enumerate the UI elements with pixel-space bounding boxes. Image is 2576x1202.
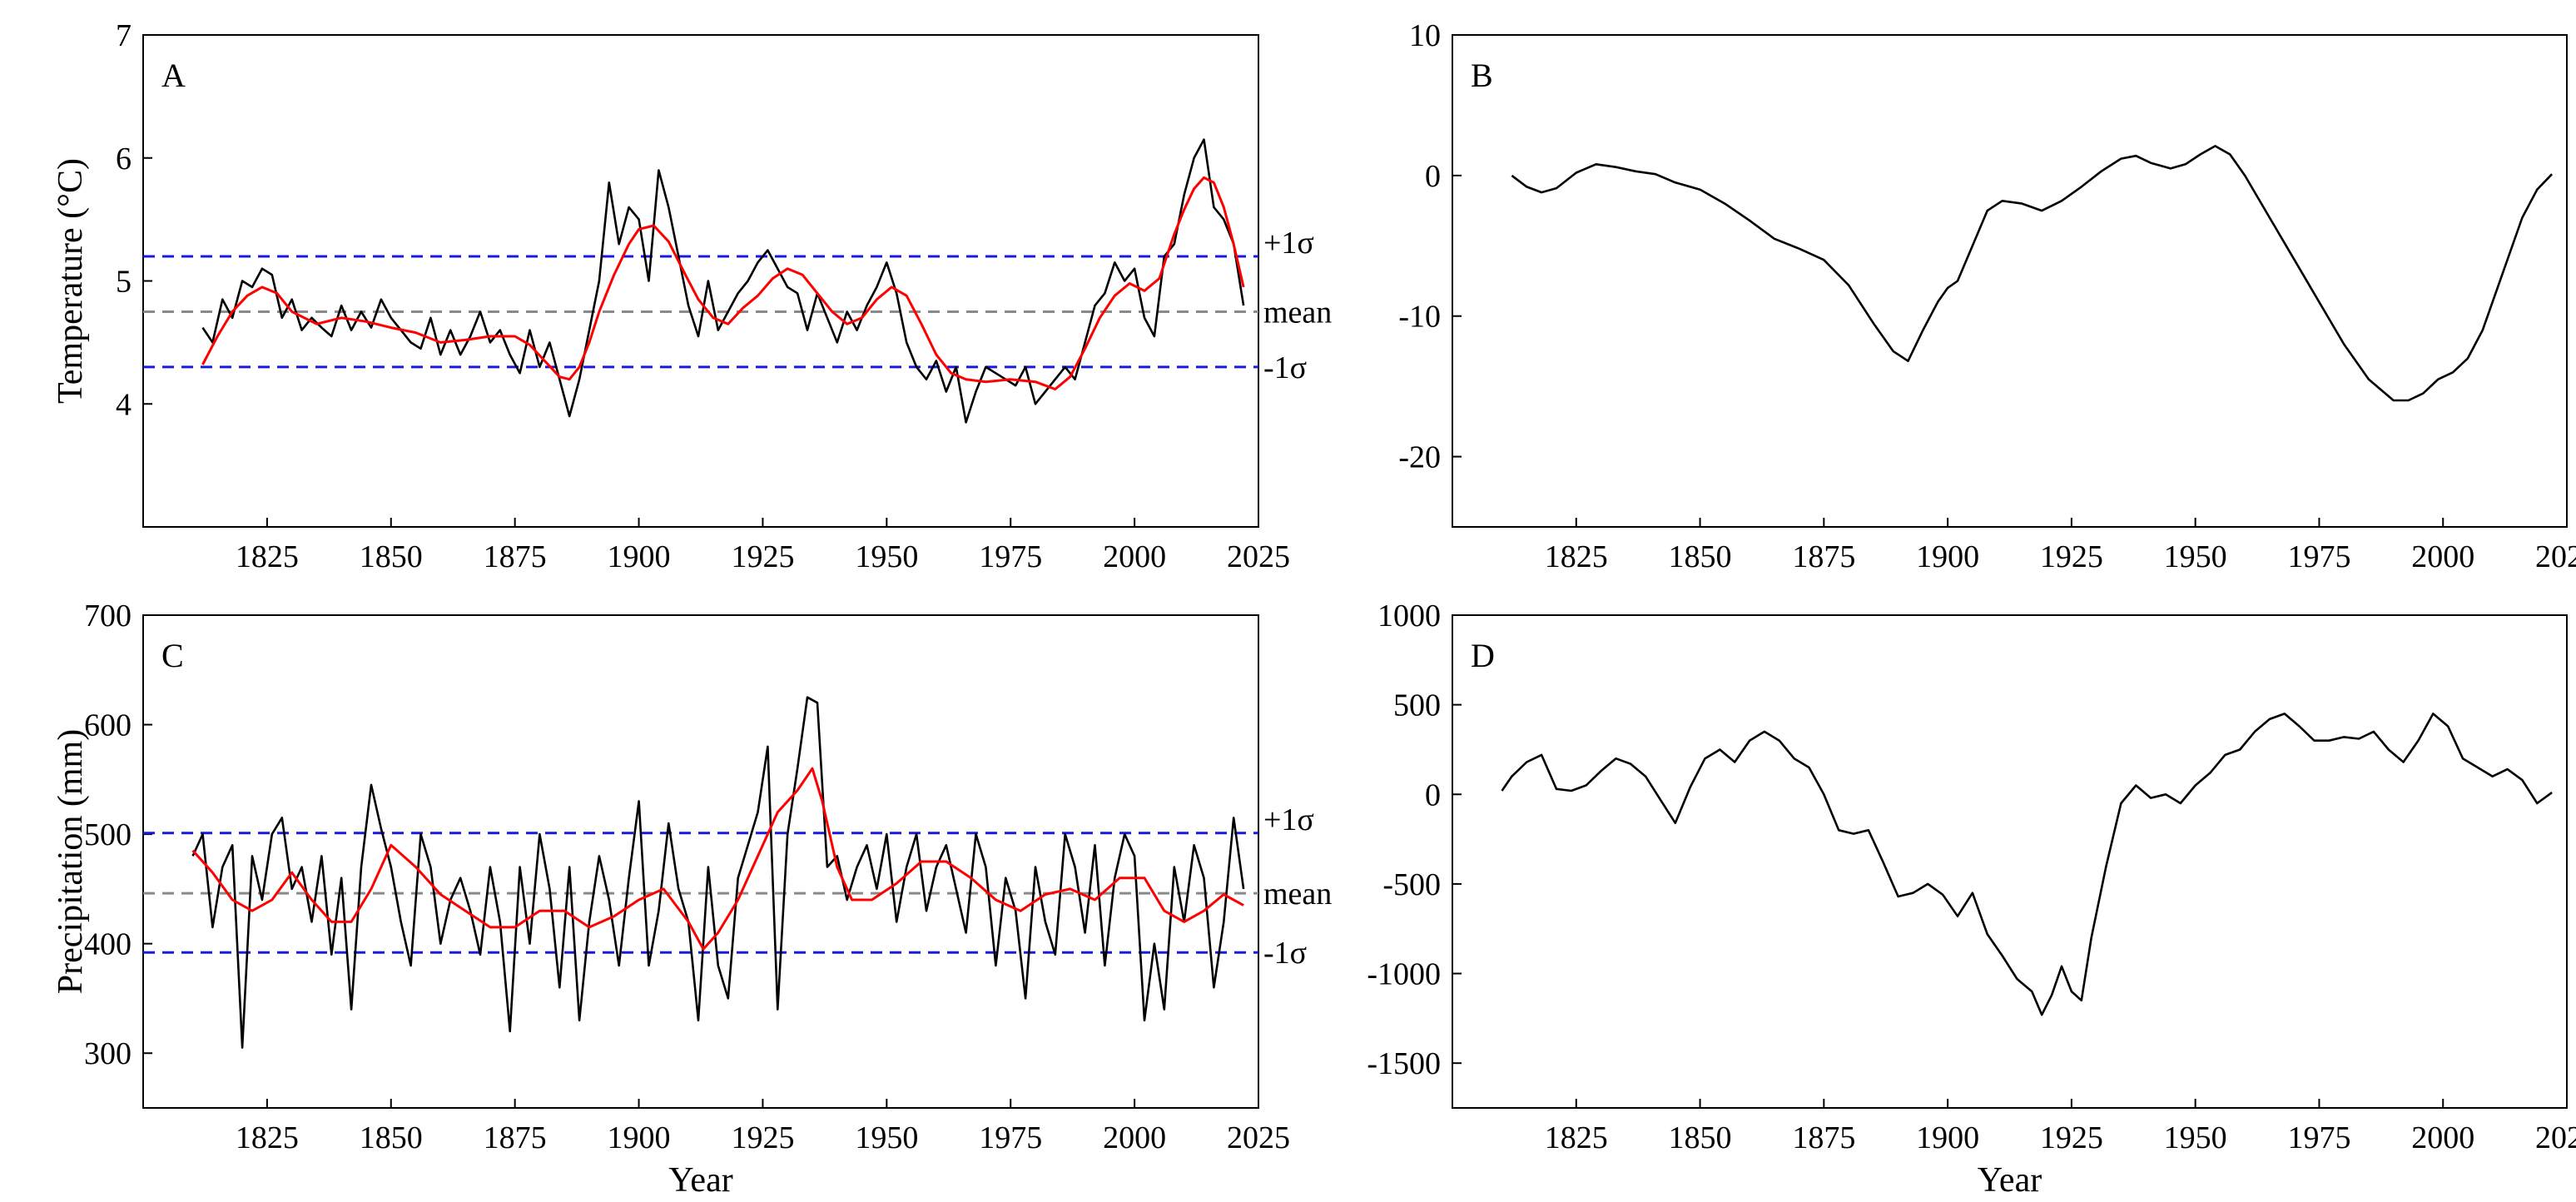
x-tick-label: 2000 xyxy=(1103,1120,1166,1155)
series-line-smoothed xyxy=(191,767,1244,951)
x-tick-label: 2025 xyxy=(2535,1120,2576,1155)
x-tick-label: 1850 xyxy=(1669,539,1732,574)
x-tick-label: 2000 xyxy=(2411,539,2474,574)
y-tick-label: -500 xyxy=(1382,867,1441,902)
x-tick-label: 1975 xyxy=(979,1120,1042,1155)
x-axis-label: Year xyxy=(1978,1161,2042,1200)
reference-line-label: mean xyxy=(1263,295,1332,330)
y-tick-label: 600 xyxy=(84,708,132,743)
x-tick-label: 1900 xyxy=(1916,1120,1979,1155)
panel-label: B xyxy=(1471,57,1493,94)
series-line-cumulative-anomaly xyxy=(1501,713,2553,1016)
x-tick-label: 1925 xyxy=(731,1120,794,1155)
panel-label: C xyxy=(161,637,184,674)
x-tick-label: 1950 xyxy=(855,1120,918,1155)
x-tick-label: 1950 xyxy=(855,539,918,574)
y-tick-label: 7 xyxy=(116,18,132,53)
x-tick-label: 1950 xyxy=(2164,1120,2227,1155)
x-tick-label: 1975 xyxy=(979,539,1042,574)
y-tick-label: 0 xyxy=(1425,159,1441,194)
x-tick-label: 1825 xyxy=(1545,1120,1608,1155)
y-tick-label: 0 xyxy=(1425,777,1441,812)
x-tick-label: 1875 xyxy=(484,539,547,574)
y-tick-label: 4 xyxy=(116,387,132,422)
y-tick-label: -10 xyxy=(1398,300,1441,335)
x-tick-label: 1900 xyxy=(608,539,671,574)
reference-line-label: -1σ xyxy=(1263,350,1307,385)
reference-line-label: +1σ xyxy=(1263,226,1314,261)
x-tick-label: 1950 xyxy=(2164,539,2227,574)
x-tick-label: 2000 xyxy=(2411,1120,2474,1155)
y-axis-label: Temperature (°C) xyxy=(52,158,90,404)
panel-a: 1825 1850 1875 1900 1925 1950 1975 2000 2025 4 5 6 7… xyxy=(52,18,1332,574)
x-tick-label: 1875 xyxy=(1792,1120,1855,1155)
y-tick-label: -20 xyxy=(1398,440,1441,475)
series-line-annual xyxy=(201,138,1245,424)
y-tick-label: -1000 xyxy=(1367,957,1441,992)
x-tick-label: 1975 xyxy=(2287,1120,2350,1155)
x-tick-label: 1925 xyxy=(2040,539,2103,574)
x-tick-label: 1825 xyxy=(1545,539,1608,574)
x-tick-label: 2000 xyxy=(1103,539,1166,574)
series-line-annual xyxy=(191,696,1245,1049)
plot-frame xyxy=(1452,614,2568,1109)
x-tick-label: 2025 xyxy=(2535,539,2576,574)
panel-label: D xyxy=(1471,637,1495,674)
plot-frame xyxy=(1452,34,2568,528)
reference-line-label: +1σ xyxy=(1263,802,1314,837)
panel-d: 1825 1850 1875 1900 1925 1950 1975 2000 2025 -150… xyxy=(1367,599,2576,1200)
x-tick-label: 1925 xyxy=(731,539,794,574)
y-tick-label: 300 xyxy=(84,1036,132,1071)
series-line-cumulative-anomaly xyxy=(1511,145,2554,402)
panel-b: 1825 1850 1875 1900 1925 1950 1975 2000 2025 -20 -… xyxy=(1398,18,2576,574)
y-tick-label: 10 xyxy=(1409,18,1441,53)
series-line-smoothed xyxy=(201,176,1245,390)
x-tick-label: 1850 xyxy=(1669,1120,1732,1155)
x-tick-label: 1825 xyxy=(236,1120,299,1155)
x-tick-label: 1900 xyxy=(608,1120,671,1155)
x-tick-label: 1900 xyxy=(1916,539,1979,574)
reference-line-label: -1σ xyxy=(1263,936,1307,971)
x-axis-label: Year xyxy=(668,1161,732,1200)
x-tick-label: 1975 xyxy=(2287,539,2350,574)
y-tick-label: 5 xyxy=(116,265,132,300)
y-tick-label: 1000 xyxy=(1377,599,1441,633)
x-tick-label: 1850 xyxy=(360,539,423,574)
x-tick-label: 2025 xyxy=(1227,539,1290,574)
y-tick-label: 6 xyxy=(116,142,132,176)
x-tick-label: 1875 xyxy=(1792,539,1855,574)
x-tick-label: 1925 xyxy=(2040,1120,2103,1155)
plot-frame xyxy=(142,34,1259,528)
y-tick-label: 500 xyxy=(1393,688,1441,723)
panel-c: 1825 1850 1875 1900 1925 1950 1975 2000 2025 300 4… xyxy=(52,599,1332,1200)
y-tick-label: -1500 xyxy=(1367,1046,1441,1081)
panel-label: A xyxy=(161,57,186,94)
x-tick-label: 1875 xyxy=(484,1120,547,1155)
y-tick-label: 400 xyxy=(84,927,132,962)
y-tick-label: 500 xyxy=(84,817,132,852)
reference-line-label: mean xyxy=(1263,877,1332,911)
x-tick-label: 2025 xyxy=(1227,1120,1290,1155)
plot-frame xyxy=(142,614,1259,1109)
x-tick-label: 1825 xyxy=(236,539,299,574)
y-axis-label: Precipitation (mm) xyxy=(52,729,90,994)
y-tick-label: 700 xyxy=(84,599,132,633)
x-tick-label: 1850 xyxy=(360,1120,423,1155)
